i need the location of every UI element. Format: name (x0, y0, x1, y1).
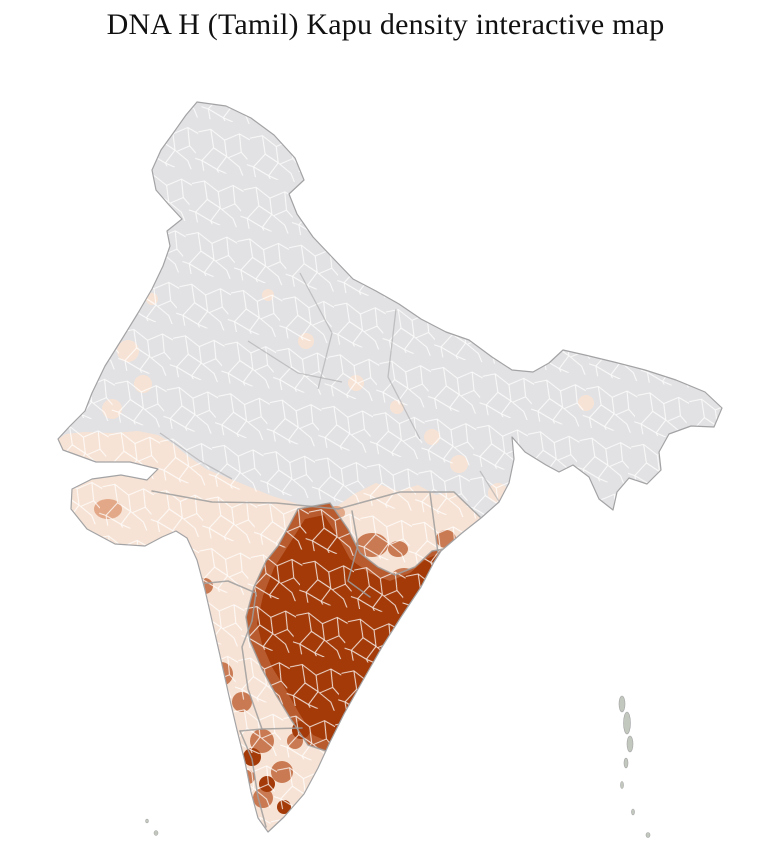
island[interactable] (153, 830, 159, 836)
india-choropleth-map[interactable] (0, 41, 771, 852)
district-patch[interactable] (693, 325, 707, 339)
island[interactable] (626, 735, 634, 753)
page-title: DNA H (Tamil) Kapu density interactive m… (106, 8, 665, 41)
andaman-nicobar-islands[interactable] (618, 695, 651, 838)
island[interactable] (623, 711, 631, 735)
island[interactable] (631, 808, 635, 816)
district-patch[interactable] (160, 586, 184, 610)
island[interactable] (618, 695, 626, 713)
lakshadweep-islands[interactable] (145, 818, 159, 836)
island[interactable] (145, 818, 149, 824)
district-boundaries-mesh (58, 102, 722, 832)
island[interactable] (645, 832, 651, 838)
india-outline (57, 101, 723, 833)
district-patch[interactable] (182, 622, 210, 650)
district-patch[interactable] (513, 464, 531, 482)
island[interactable] (620, 781, 624, 789)
map-page: DNA H (Tamil) Kapu density interactive m… (57, 8, 723, 838)
island[interactable] (623, 757, 629, 769)
district-patch[interactable] (173, 650, 191, 668)
district-patch[interactable] (38, 443, 51, 450)
district-patch[interactable] (528, 491, 537, 506)
